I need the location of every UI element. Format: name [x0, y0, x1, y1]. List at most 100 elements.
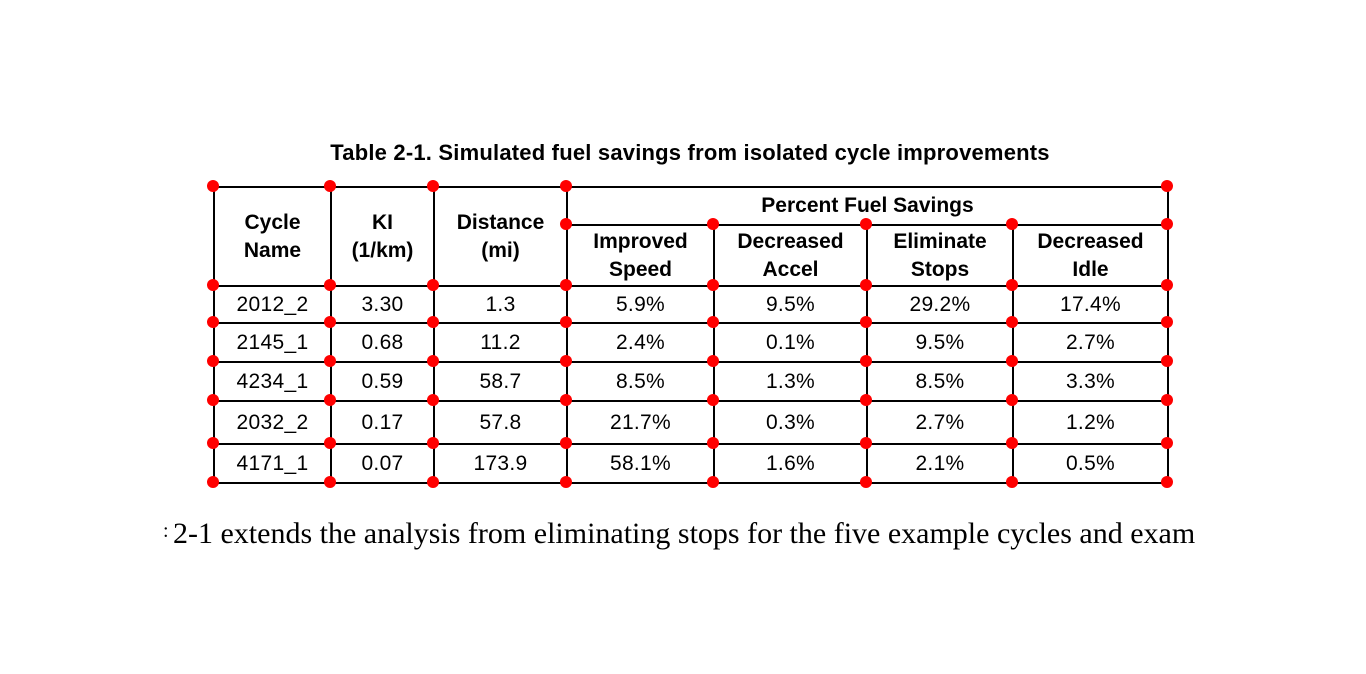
cell-corner-dot[interactable] — [1161, 218, 1173, 230]
cell-corner-dot[interactable] — [560, 355, 572, 367]
cell-corner-dot[interactable] — [427, 316, 439, 328]
cell-corner-dot[interactable] — [324, 316, 336, 328]
cell-corner-dot[interactable] — [427, 437, 439, 449]
cell-corner-dot[interactable] — [860, 394, 872, 406]
cell-corner-dot[interactable] — [707, 316, 719, 328]
cell-corner-dot[interactable] — [1161, 316, 1173, 328]
cell-corner-dot[interactable] — [860, 437, 872, 449]
cell-eliminate-stops: 2.7% — [866, 400, 1014, 445]
cell-corner-dot[interactable] — [860, 218, 872, 230]
cell-corner-dot[interactable] — [427, 180, 439, 192]
table-row: 2012_2 3.30 1.3 5.9% 9.5% 29.2% 17.4% — [213, 285, 1169, 324]
col-header-distance: Distance (mi) — [433, 186, 568, 287]
cell-corner-dot[interactable] — [707, 476, 719, 488]
cell-decreased-idle: 2.7% — [1012, 322, 1169, 363]
cell-corner-dot[interactable] — [207, 437, 219, 449]
cell-eliminate-stops: 9.5% — [866, 322, 1014, 363]
cell-corner-dot[interactable] — [707, 218, 719, 230]
cell-improved-speed: 21.7% — [566, 400, 715, 445]
cell-corner-dot[interactable] — [1006, 218, 1018, 230]
cell-corner-dot[interactable] — [427, 355, 439, 367]
clipped-text-fragment: : — [163, 520, 169, 542]
cell-ki: 0.17 — [330, 400, 435, 445]
cell-corner-dot[interactable] — [324, 437, 336, 449]
cell-improved-speed: 5.9% — [566, 285, 715, 324]
cell-decreased-idle: 1.2% — [1012, 400, 1169, 445]
cell-corner-dot[interactable] — [560, 279, 572, 291]
cell-corner-dot[interactable] — [207, 394, 219, 406]
cell-corner-dot[interactable] — [1161, 279, 1173, 291]
col-header-ki: KI (1/km) — [330, 186, 435, 287]
col-header-eliminate-stops: Eliminate Stops — [866, 224, 1014, 287]
cell-cycle-name: 2012_2 — [213, 285, 332, 324]
cell-cycle-name: 4234_1 — [213, 361, 332, 402]
cell-decreased-accel: 9.5% — [713, 285, 868, 324]
table-row: 2145_1 0.68 11.2 2.4% 0.1% 9.5% 2.7% — [213, 322, 1169, 363]
cell-corner-dot[interactable] — [427, 394, 439, 406]
col-header-cycle-name: Cycle Name — [213, 186, 332, 287]
cell-decreased-idle: 3.3% — [1012, 361, 1169, 402]
cell-improved-speed: 8.5% — [566, 361, 715, 402]
cell-corner-dot[interactable] — [1161, 437, 1173, 449]
cell-decreased-accel: 0.1% — [713, 322, 868, 363]
table-caption: Table 2-1. Simulated fuel savings from i… — [330, 140, 1050, 165]
cell-corner-dot[interactable] — [324, 279, 336, 291]
cell-corner-dot[interactable] — [207, 316, 219, 328]
fuel-savings-table: Cycle Name KI (1/km) Distance (mi) Perce… — [213, 186, 1169, 484]
cell-corner-dot[interactable] — [1006, 476, 1018, 488]
cell-corner-dot[interactable] — [860, 355, 872, 367]
cell-corner-dot[interactable] — [560, 180, 572, 192]
cell-ki: 3.30 — [330, 285, 435, 324]
cell-corner-dot[interactable] — [860, 316, 872, 328]
cell-corner-dot[interactable] — [1161, 180, 1173, 192]
col-header-decreased-idle: Decreased Idle — [1012, 224, 1169, 287]
cell-corner-dot[interactable] — [324, 394, 336, 406]
cell-improved-speed: 2.4% — [566, 322, 715, 363]
cell-distance: 11.2 — [433, 322, 568, 363]
cell-corner-dot[interactable] — [560, 476, 572, 488]
cell-corner-dot[interactable] — [707, 279, 719, 291]
cell-corner-dot[interactable] — [207, 180, 219, 192]
cell-corner-dot[interactable] — [560, 437, 572, 449]
cell-corner-dot[interactable] — [324, 476, 336, 488]
cell-corner-dot[interactable] — [324, 180, 336, 192]
cell-corner-dot[interactable] — [560, 394, 572, 406]
cell-distance: 1.3 — [433, 285, 568, 324]
cell-corner-dot[interactable] — [1006, 279, 1018, 291]
table-row: 4234_1 0.59 58.7 8.5% 1.3% 8.5% 3.3% — [213, 361, 1169, 402]
cell-corner-dot[interactable] — [1161, 476, 1173, 488]
cell-eliminate-stops: 29.2% — [866, 285, 1014, 324]
cell-corner-dot[interactable] — [207, 279, 219, 291]
cell-decreased-accel: 0.3% — [713, 400, 868, 445]
cell-corner-dot[interactable] — [1006, 355, 1018, 367]
cell-corner-dot[interactable] — [1161, 394, 1173, 406]
cell-corner-dot[interactable] — [1161, 355, 1173, 367]
cell-ki: 0.68 — [330, 322, 435, 363]
cell-corner-dot[interactable] — [207, 355, 219, 367]
cell-cycle-name: 2145_1 — [213, 322, 332, 363]
col-header-decreased-accel: Decreased Accel — [713, 224, 868, 287]
cell-corner-dot[interactable] — [324, 355, 336, 367]
cell-corner-dot[interactable] — [1006, 394, 1018, 406]
cell-distance: 57.8 — [433, 400, 568, 445]
cell-corner-dot[interactable] — [427, 476, 439, 488]
cell-corner-dot[interactable] — [860, 476, 872, 488]
cell-corner-dot[interactable] — [207, 476, 219, 488]
body-text: 2-1 extends the analysis from eliminatin… — [173, 517, 1196, 550]
cell-cycle-name: 2032_2 — [213, 400, 332, 445]
cell-decreased-accel: 1.6% — [713, 443, 868, 484]
cell-corner-dot[interactable] — [1006, 437, 1018, 449]
cell-corner-dot[interactable] — [427, 279, 439, 291]
cell-corner-dot[interactable] — [1006, 316, 1018, 328]
cell-corner-dot[interactable] — [860, 279, 872, 291]
cell-decreased-idle: 0.5% — [1012, 443, 1169, 484]
cell-corner-dot[interactable] — [560, 218, 572, 230]
cell-eliminate-stops: 2.1% — [866, 443, 1014, 484]
cell-ki: 0.07 — [330, 443, 435, 484]
cell-corner-dot[interactable] — [560, 316, 572, 328]
cell-distance: 58.7 — [433, 361, 568, 402]
cell-corner-dot[interactable] — [707, 394, 719, 406]
table-row: 2032_2 0.17 57.8 21.7% 0.3% 2.7% 1.2% — [213, 400, 1169, 445]
cell-corner-dot[interactable] — [707, 437, 719, 449]
cell-corner-dot[interactable] — [707, 355, 719, 367]
